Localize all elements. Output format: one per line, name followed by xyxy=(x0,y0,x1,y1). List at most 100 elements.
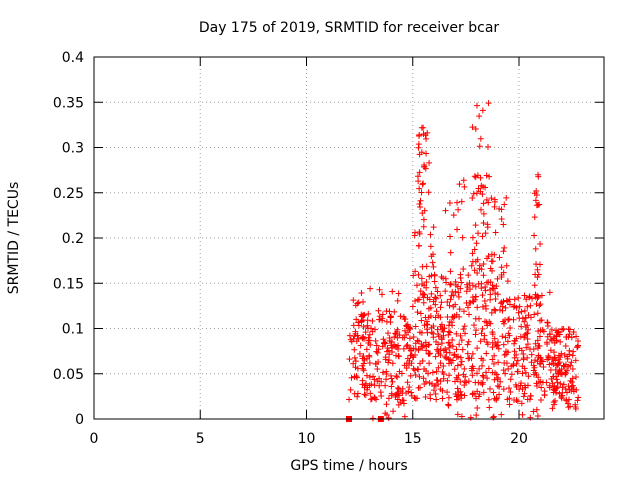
data-point xyxy=(506,385,513,392)
data-point xyxy=(388,372,395,379)
data-point xyxy=(518,347,525,354)
data-point xyxy=(350,322,357,329)
data-point xyxy=(568,334,575,341)
data-point xyxy=(408,389,415,396)
data-point xyxy=(453,346,460,353)
data-point xyxy=(359,381,366,388)
data-point xyxy=(439,369,446,376)
data-point xyxy=(455,394,462,401)
data-point xyxy=(433,308,440,315)
data-point xyxy=(477,338,484,345)
data-point xyxy=(404,321,411,328)
data-point xyxy=(433,295,440,302)
data-point xyxy=(422,339,429,346)
data-point xyxy=(489,339,496,346)
data-point xyxy=(413,282,420,289)
data-point xyxy=(551,386,558,393)
data-point xyxy=(534,171,541,178)
data-point xyxy=(455,293,462,300)
data-point xyxy=(432,382,439,389)
data-point xyxy=(495,359,502,366)
data-point xyxy=(451,351,458,358)
data-point xyxy=(426,351,433,358)
data-point xyxy=(537,397,544,404)
data-point xyxy=(442,288,449,295)
y-tick-label: 0.2 xyxy=(62,231,84,247)
data-point xyxy=(474,370,481,377)
data-point xyxy=(526,396,533,403)
x-tick-label: 0 xyxy=(90,431,99,447)
data-point xyxy=(535,352,542,359)
data-point xyxy=(457,271,464,278)
data-point xyxy=(461,183,468,190)
data-point xyxy=(412,340,419,347)
data-point xyxy=(417,310,424,317)
data-point xyxy=(435,333,442,340)
data-point xyxy=(479,303,486,310)
data-point xyxy=(479,325,486,332)
data-point xyxy=(451,352,458,359)
data-point xyxy=(572,374,579,381)
data-point xyxy=(460,266,467,273)
data-point xyxy=(499,333,506,340)
data-point xyxy=(425,314,432,321)
data-point xyxy=(423,150,430,157)
data-point xyxy=(518,400,525,407)
data-point xyxy=(416,131,423,138)
data-point xyxy=(472,293,479,300)
data-point xyxy=(524,382,531,389)
data-point xyxy=(420,291,427,298)
data-point xyxy=(397,399,404,406)
data-point xyxy=(445,402,452,409)
data-point xyxy=(379,315,386,322)
data-point xyxy=(393,343,400,350)
data-point xyxy=(426,296,433,303)
data-point xyxy=(472,174,479,181)
data-point xyxy=(395,401,402,408)
data-point xyxy=(364,325,371,332)
data-point xyxy=(360,312,367,319)
data-point xyxy=(459,346,466,353)
data-point xyxy=(382,382,389,389)
data-point xyxy=(391,333,398,340)
data-point xyxy=(360,353,367,360)
data-point xyxy=(531,282,538,289)
data-point xyxy=(440,362,447,369)
data-point xyxy=(494,382,501,389)
data-point xyxy=(479,372,486,379)
data-point xyxy=(480,220,487,227)
data-point xyxy=(389,378,396,385)
data-point xyxy=(481,298,488,305)
data-point xyxy=(421,162,428,169)
data-point xyxy=(388,392,395,399)
data-point xyxy=(527,392,534,399)
data-point xyxy=(421,366,428,373)
data-point xyxy=(484,322,491,329)
data-point xyxy=(415,144,422,151)
data-point xyxy=(457,361,464,368)
data-point xyxy=(534,413,541,420)
data-point xyxy=(465,272,472,279)
data-point xyxy=(430,323,437,330)
data-point xyxy=(386,334,393,341)
data-point xyxy=(463,288,470,295)
data-point xyxy=(478,330,485,337)
data-point xyxy=(554,370,561,377)
data-point xyxy=(489,267,496,274)
data-point xyxy=(447,281,454,288)
axis-ticks: 0 0.05 0.1 0.15 0.2 0.25 0.3 0.35 0.4 0 5 10 15 20 xyxy=(53,50,604,447)
data-point xyxy=(527,314,534,321)
data-point xyxy=(445,355,452,362)
data-point xyxy=(423,318,430,325)
data-point xyxy=(456,341,463,348)
data-point xyxy=(568,379,575,386)
data-point xyxy=(474,256,481,263)
data-point xyxy=(423,278,430,285)
data-point xyxy=(363,346,370,353)
data-point xyxy=(432,301,439,308)
data-point xyxy=(430,298,437,305)
data-point xyxy=(553,333,560,340)
data-point xyxy=(419,263,426,270)
data-point xyxy=(533,301,540,308)
data-point xyxy=(498,411,505,418)
